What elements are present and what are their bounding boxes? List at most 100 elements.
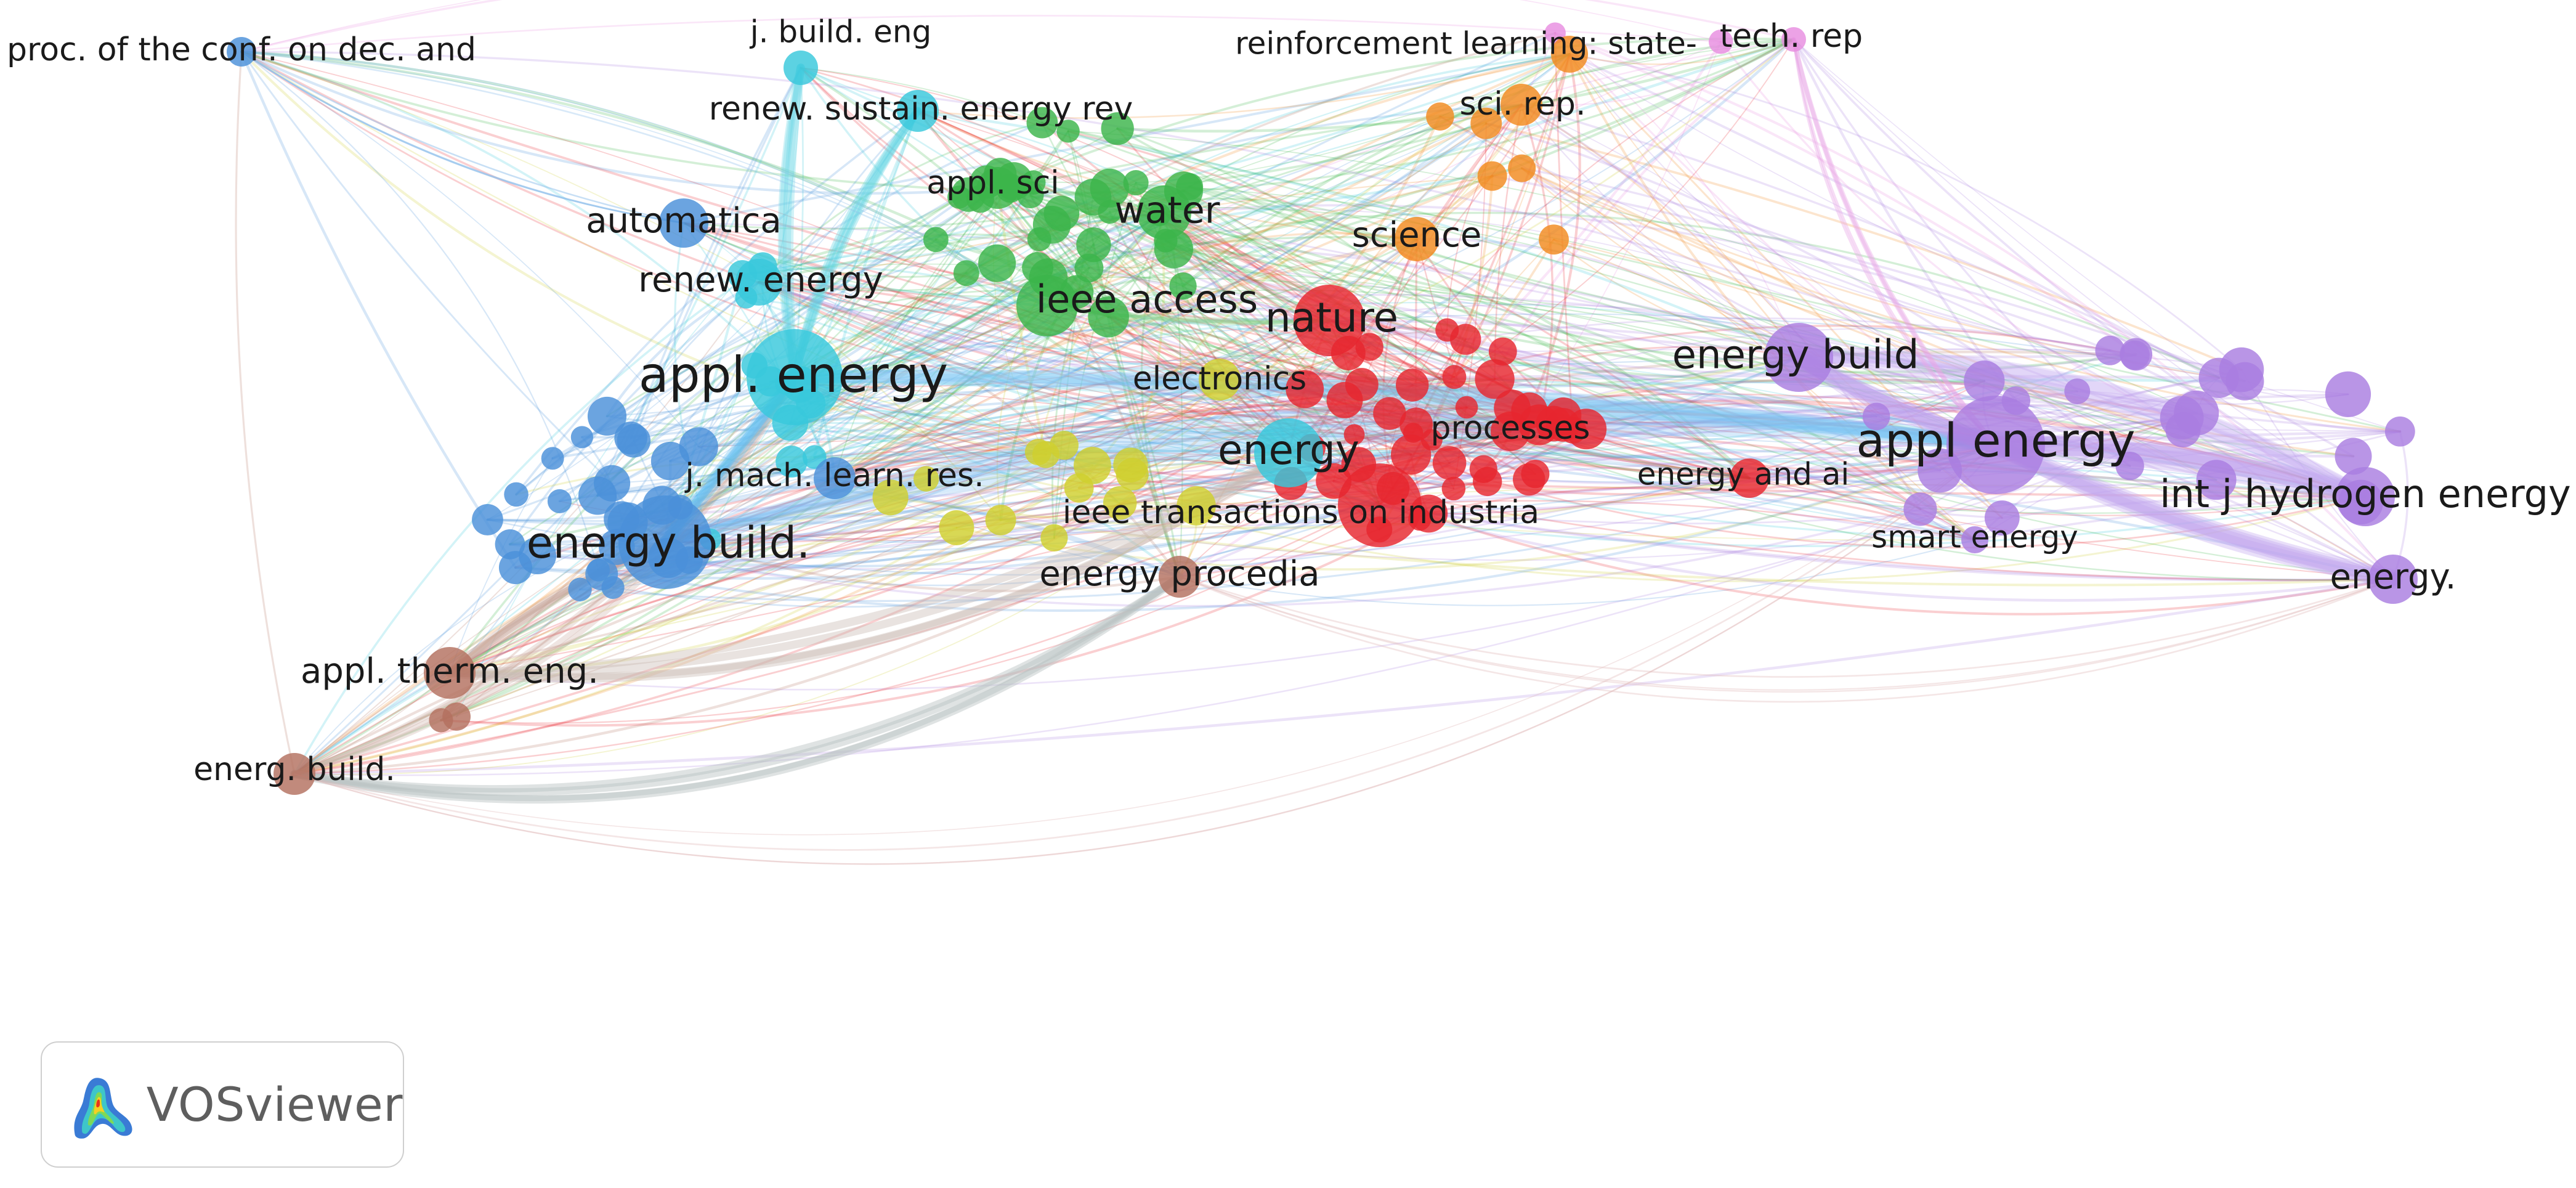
node[interactable] (1475, 359, 1515, 399)
node[interactable] (1566, 409, 1607, 450)
node[interactable] (2174, 390, 2219, 436)
node[interactable] (1343, 424, 1365, 446)
node[interactable] (617, 424, 651, 458)
node-renew-energy[interactable] (735, 259, 782, 306)
node[interactable] (923, 227, 949, 253)
node[interactable] (1074, 447, 1111, 484)
node[interactable] (2196, 460, 2237, 500)
node[interactable] (2095, 335, 2125, 365)
node[interactable] (504, 482, 529, 507)
node[interactable] (1396, 368, 1429, 402)
node-appl-energy-purple[interactable] (1946, 396, 2045, 494)
label-j-build-eng[interactable]: j. build. eng (750, 14, 932, 50)
label-j-mach-learn[interactable]: j. mach. learn. res. (684, 457, 984, 494)
node[interactable] (1026, 107, 1058, 139)
node[interactable] (578, 476, 617, 515)
node[interactable] (939, 510, 974, 545)
node-energy-build-blue[interactable] (618, 495, 712, 589)
label-int-j-hydrogen[interactable]: int j hydrogen energy (2160, 471, 2570, 516)
label-electronics[interactable]: electronics (1133, 360, 1307, 397)
node[interactable] (1113, 447, 1148, 482)
label-energy-procedia[interactable]: energy procedia (1039, 554, 1319, 594)
node[interactable] (1426, 102, 1454, 131)
node[interactable] (1508, 154, 1536, 182)
node[interactable] (1442, 365, 1467, 389)
node[interactable] (1470, 107, 1502, 139)
node[interactable] (2325, 371, 2371, 418)
node-rl-state[interactable] (1551, 36, 1588, 73)
node[interactable] (1708, 30, 1733, 54)
label-appl-energy-purple[interactable]: appl energy (1856, 413, 2135, 468)
label-processes[interactable]: processes (1431, 410, 1590, 447)
node[interactable] (1477, 161, 1507, 191)
node[interactable] (1373, 397, 1406, 430)
node-energy-dot[interactable] (2368, 555, 2418, 604)
label-tech-rep[interactable]: tech. rep (1720, 18, 1863, 55)
node[interactable] (1432, 446, 1467, 480)
label-energy[interactable]: energy (1218, 426, 1359, 474)
node[interactable] (2219, 347, 2264, 393)
node[interactable] (1040, 524, 1068, 552)
label-energy-build-purple[interactable]: energy build (1672, 333, 1919, 378)
node-water[interactable] (1137, 185, 1191, 240)
label-appl-sci[interactable]: appl. sci (926, 165, 1059, 201)
node[interactable] (978, 244, 1016, 282)
node[interactable] (1286, 370, 1324, 409)
label-appl-energy-cyan[interactable]: appl. energy (639, 346, 948, 404)
node[interactable] (1103, 486, 1137, 520)
label-sci-rep[interactable]: sci. rep. (1460, 86, 1586, 123)
label-water[interactable]: water (1115, 189, 1220, 232)
node[interactable] (585, 558, 618, 591)
node-ieee-trans-ind[interactable] (1338, 463, 1422, 547)
node[interactable] (2384, 416, 2415, 447)
label-energy-dot[interactable]: energy. (2330, 557, 2457, 597)
node[interactable] (1455, 396, 1478, 419)
node[interactable] (1903, 492, 1937, 526)
node[interactable] (985, 504, 1016, 535)
node[interactable] (679, 427, 718, 466)
node-int-j-hydrogen[interactable] (2336, 467, 2395, 526)
node[interactable] (472, 504, 503, 535)
node-energy-procedia[interactable] (1159, 556, 1201, 598)
node-energy[interactable] (1254, 418, 1323, 487)
node[interactable] (1076, 227, 1111, 262)
node[interactable] (1177, 486, 1216, 526)
node[interactable] (568, 577, 592, 601)
node[interactable] (1088, 296, 1129, 338)
node-ieee-access[interactable] (1016, 275, 1078, 336)
label-energ-build[interactable]: energ. build. (193, 751, 395, 788)
node[interactable] (1513, 463, 1545, 496)
label-smart-energy[interactable]: smart energy (1871, 519, 2078, 555)
node-proc-conf[interactable] (227, 37, 256, 67)
node[interactable] (1399, 407, 1433, 441)
node[interactable] (547, 489, 572, 514)
node[interactable] (1539, 224, 1569, 255)
node[interactable] (1390, 434, 1432, 475)
node-energy-build-purple[interactable] (1764, 323, 1833, 392)
node[interactable] (1441, 476, 1466, 501)
node[interactable] (519, 537, 557, 575)
node[interactable] (541, 447, 564, 470)
node-energy-and-ai[interactable] (1730, 458, 1769, 498)
node[interactable] (1123, 170, 1149, 196)
node-renew-sustain[interactable] (897, 90, 939, 132)
node[interactable] (1984, 500, 2020, 535)
label-nature[interactable]: nature (1265, 294, 1398, 341)
node-j-build-eng[interactable] (784, 51, 818, 85)
node-tech-rep[interactable] (1781, 27, 1806, 52)
node-appl-therm-eng[interactable] (424, 647, 476, 699)
node-smart-energy[interactable] (1961, 526, 1988, 553)
node[interactable] (1450, 323, 1481, 355)
node[interactable] (1032, 205, 1071, 244)
node[interactable] (1090, 168, 1129, 208)
node[interactable] (776, 446, 808, 478)
node-nature[interactable] (1294, 285, 1365, 356)
label-renew-energy[interactable]: renew. energy (638, 260, 883, 300)
node-appl-sci[interactable] (977, 167, 1019, 209)
node[interactable] (1169, 272, 1197, 300)
node-appl-energy-cyan[interactable] (747, 329, 843, 425)
node[interactable] (2115, 451, 2144, 481)
label-science[interactable]: science (1352, 215, 1482, 255)
node[interactable] (2120, 338, 2153, 371)
